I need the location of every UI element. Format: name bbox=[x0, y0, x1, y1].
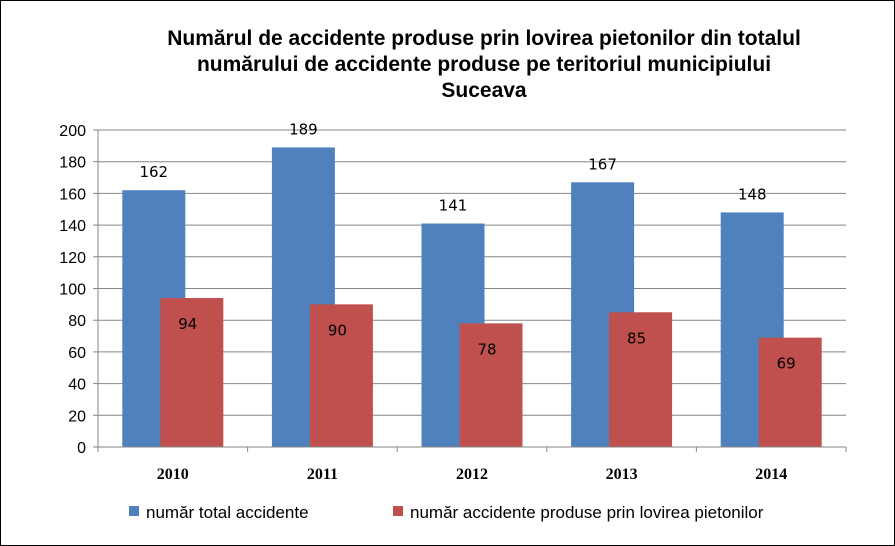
bar-pedestrian-2014 bbox=[758, 337, 822, 447]
bar-pedestrian-2012 bbox=[459, 323, 523, 447]
legend: număr total accidente număr accidente pro… bbox=[129, 503, 764, 522]
data-label-total-2014: 148 bbox=[738, 185, 767, 203]
x-axis-category-labels: 2010 2011 2012 2013 2014 bbox=[157, 466, 787, 483]
y-tick-label: 100 bbox=[59, 282, 86, 299]
bar-pedestrian-2013 bbox=[609, 312, 673, 447]
data-label-total-2010: 162 bbox=[139, 163, 168, 181]
bar-pedestrian-2010 bbox=[160, 298, 224, 447]
data-label-total-2013: 167 bbox=[588, 155, 617, 173]
legend-swatch-total bbox=[129, 506, 139, 516]
data-label-total-2012: 141 bbox=[439, 197, 468, 215]
x-category-label-2012: 2012 bbox=[456, 466, 488, 483]
bar-pedestrian-2011 bbox=[309, 304, 373, 447]
chart-title-line-2: numărului de accidente produse pe terito… bbox=[197, 53, 771, 76]
x-category-label-2013: 2013 bbox=[606, 466, 638, 483]
y-tick-label: 80 bbox=[68, 313, 86, 330]
y-tick-label: 60 bbox=[68, 345, 86, 362]
y-tick-label: 200 bbox=[59, 123, 86, 140]
bars bbox=[122, 147, 822, 448]
y-axis-tick-labels: 0 20 40 60 80 100 120 140 160 180 200 bbox=[59, 123, 86, 457]
data-label-total-2011: 189 bbox=[289, 120, 318, 138]
legend-label-pedestrian: număr accidente produse prin lovirea pie… bbox=[410, 503, 764, 522]
x-category-label-2011: 2011 bbox=[307, 466, 338, 483]
chart-title-line-1: Numărul de accidente produse prin lovire… bbox=[167, 27, 801, 50]
x-category-label-2010: 2010 bbox=[157, 466, 189, 483]
data-label-pedestrian-2014: 69 bbox=[777, 355, 796, 373]
y-tick-label: 180 bbox=[59, 155, 86, 172]
data-labels: 162 94 189 90 141 78 167 85 148 69 bbox=[139, 120, 795, 372]
y-tick-label: 40 bbox=[68, 377, 86, 394]
data-label-pedestrian-2013: 85 bbox=[627, 329, 646, 347]
data-label-pedestrian-2012: 78 bbox=[477, 340, 496, 358]
legend-label-total: număr total accidente bbox=[146, 503, 309, 522]
y-tick-label: 160 bbox=[59, 186, 86, 203]
y-tick-label: 140 bbox=[59, 218, 86, 235]
data-label-pedestrian-2010: 94 bbox=[178, 315, 197, 333]
chart-title-line-3: Suceava bbox=[441, 79, 527, 102]
legend-swatch-pedestrian bbox=[393, 506, 403, 516]
y-tick-label: 20 bbox=[68, 408, 86, 425]
axes bbox=[93, 129, 847, 452]
chart-title: Numărul de accidente produse prin lovire… bbox=[167, 27, 801, 102]
x-category-label-2014: 2014 bbox=[755, 466, 787, 483]
data-label-pedestrian-2011: 90 bbox=[328, 321, 347, 339]
y-tick-label: 120 bbox=[59, 250, 86, 267]
y-tick-label: 0 bbox=[77, 440, 86, 457]
